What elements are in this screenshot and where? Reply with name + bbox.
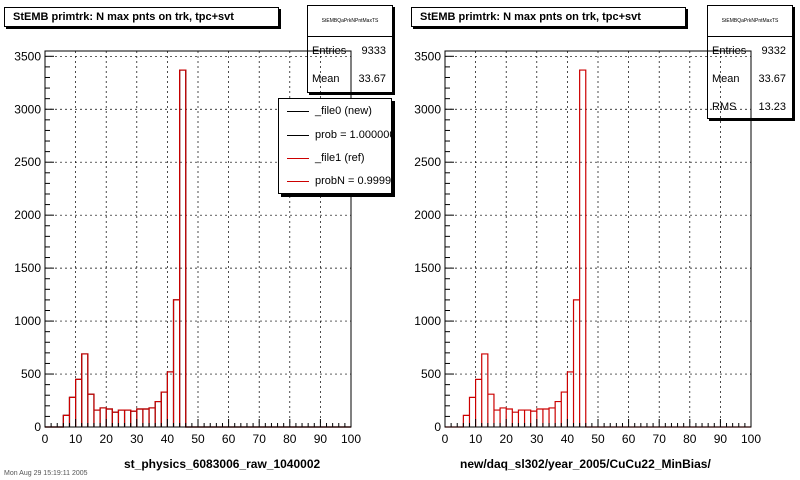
legend-entry-prob: prob = 1.000000 — [279, 125, 392, 145]
y-tick-label: 3000 — [414, 102, 441, 116]
x-tick-label: 100 — [341, 432, 361, 446]
stats-row-mean: Mean 33.67 — [708, 65, 792, 93]
legend-line-marker — [287, 181, 309, 182]
stats-value: 13.23 — [758, 101, 786, 113]
x-axis-label: st_physics_6083006_raw_1040002 — [124, 457, 321, 471]
x-tick-label: 10 — [69, 432, 83, 446]
stats-box: StEMBQaPrkNPntMaxTS Entries 9333 Mean 33… — [307, 5, 393, 93]
stats-histogram-name: StEMBQaPrkNPntMaxTS — [708, 6, 792, 37]
x-tick-label: 20 — [100, 432, 114, 446]
x-axis-label: new/daq_sl302/year_2005/CuCu22_MinBias/ — [460, 457, 711, 471]
right-histogram-panel: StEMB primtrk: N max pnts on trk, tpc+sv… — [400, 0, 800, 480]
legend-line-marker — [287, 111, 309, 112]
x-tick-label: 70 — [253, 432, 267, 446]
y-tick-label: 1500 — [14, 261, 41, 275]
x-tick-label: 40 — [561, 432, 575, 446]
stats-value: 9333 — [361, 45, 386, 57]
histogram-plot: 0 10 20 30 40 50 60 70 80 90 100050010001500200025… — [414, 49, 761, 446]
x-tick-label: 40 — [161, 432, 175, 446]
x-tick-label: 60 — [622, 432, 636, 446]
stats-value: 33.67 — [758, 73, 786, 85]
legend-entry-probn: probN = 0.999986 — [279, 171, 392, 191]
x-tick-label: 60 — [222, 432, 236, 446]
y-tick-label: 3500 — [414, 49, 441, 63]
y-tick-label: 500 — [421, 367, 441, 381]
legend-label: probN = 0.999986 — [315, 175, 392, 187]
y-tick-label: 0 — [434, 420, 441, 434]
x-tick-label: 0 — [42, 432, 49, 446]
stats-histogram-name: StEMBQaPrkNPntMaxTS — [308, 6, 392, 37]
stats-label: Mean — [712, 73, 740, 85]
stats-value: 9332 — [761, 45, 786, 57]
stats-label: RMS — [712, 101, 737, 113]
x-tick-label: 0 — [442, 432, 449, 446]
x-tick-label: 30 — [530, 432, 544, 446]
x-tick-label: 80 — [683, 432, 697, 446]
y-tick-label: 3500 — [14, 49, 41, 63]
left-histogram-panel: StEMB primtrk: N max pnts on trk, tpc+sv… — [4, 5, 393, 471]
stats-row-rms: RMS 13.23 — [708, 93, 792, 121]
legend: _file0 (new) prob = 1.000000 _file1 (ref… — [278, 98, 392, 194]
stats-row-mean: Mean 33.67 — [308, 65, 392, 93]
x-tick-label: 20 — [500, 432, 514, 446]
x-tick-label: 50 — [591, 432, 605, 446]
legend-line-marker — [287, 158, 309, 159]
legend-entry-new: _file0 (new) — [279, 101, 391, 121]
x-tick-label: 70 — [653, 432, 667, 446]
x-tick-label: 30 — [130, 432, 144, 446]
legend-entry-ref: _file1 (ref) — [279, 148, 391, 168]
x-tick-label: 90 — [714, 432, 728, 446]
x-tick-label: 90 — [314, 432, 328, 446]
x-tick-label: 100 — [741, 432, 761, 446]
y-tick-label: 2000 — [414, 208, 441, 222]
y-tick-label: 1000 — [414, 314, 441, 328]
legend-label: _file0 (new) — [315, 105, 372, 117]
y-tick-label: 2000 — [14, 208, 41, 222]
y-tick-label: 1000 — [14, 314, 41, 328]
y-tick-label: 2500 — [414, 155, 441, 169]
x-tick-label: 50 — [191, 432, 205, 446]
y-tick-label: 3000 — [14, 102, 41, 116]
y-tick-label: 500 — [21, 367, 41, 381]
stats-value: 33.67 — [358, 73, 386, 85]
y-tick-label: 2500 — [14, 155, 41, 169]
stats-box: StEMBQaPrkNPntMaxTS Entries 9332 Mean 33… — [707, 5, 793, 119]
timestamp-footer: Mon Aug 29 15:19:11 2005 — [4, 470, 88, 477]
legend-line-marker — [287, 135, 309, 136]
stats-label: Mean — [312, 73, 340, 85]
x-tick-label: 10 — [469, 432, 483, 446]
legend-label: prob = 1.000000 — [315, 129, 392, 141]
histogram-plot: 0 10 20 30 40 50 60 70 80 90 100050010001500200025… — [14, 49, 361, 446]
histogram-title: StEMB primtrk: N max pnts on trk, tpc+sv… — [4, 7, 279, 27]
histogram-series-line — [445, 69, 751, 428]
x-tick-label: 80 — [283, 432, 297, 446]
legend-label: _file1 (ref) — [315, 152, 365, 164]
y-tick-label: 1500 — [414, 261, 441, 275]
histogram-title: StEMB primtrk: N max pnts on trk, tpc+sv… — [411, 7, 686, 27]
y-tick-label: 0 — [34, 420, 41, 434]
